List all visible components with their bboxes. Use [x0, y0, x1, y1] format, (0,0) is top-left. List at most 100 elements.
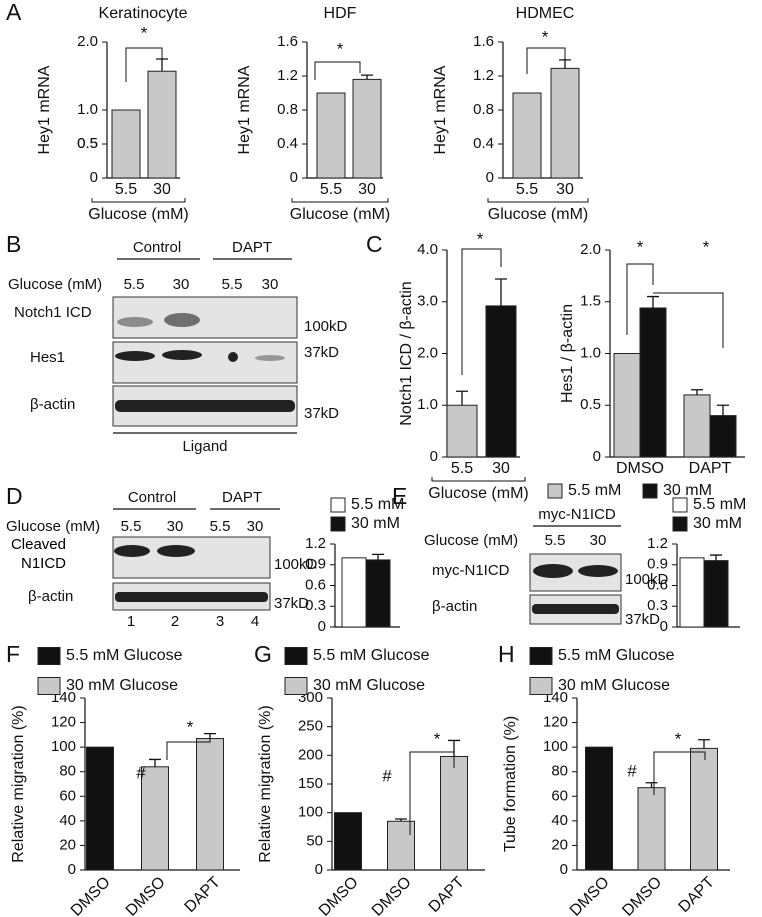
- y-tick-label: 50: [306, 832, 323, 849]
- lane-label: 5.5: [121, 518, 142, 535]
- x-tick-label: 5.5: [516, 181, 538, 198]
- bar: [196, 738, 224, 871]
- y-tick-label: 0.8: [473, 101, 494, 118]
- bar: [316, 92, 346, 179]
- y-tick-label: 0: [660, 618, 668, 635]
- x-tick-label: 30: [492, 460, 510, 477]
- y-axis-label: Relative migration (%): [10, 705, 27, 862]
- y-tick-label: 60: [59, 787, 76, 804]
- band: [164, 313, 200, 327]
- y-tick-label: 250: [298, 718, 323, 735]
- x-tick-label: DMSO: [616, 460, 664, 477]
- y-tick-label: 40: [59, 812, 76, 829]
- bar: [512, 92, 542, 179]
- bar: [440, 755, 468, 871]
- x-label-line: [431, 477, 526, 482]
- bar: [141, 766, 169, 871]
- lane-label: 30: [247, 518, 264, 535]
- error-bar: [204, 732, 216, 739]
- annotation: *: [675, 729, 682, 748]
- annotation: *: [337, 39, 344, 58]
- bar: [585, 746, 613, 871]
- y-tick-label: 0.6: [647, 576, 668, 593]
- legend-label: 30 mM Glucose: [558, 677, 670, 694]
- significance-bracket: [409, 751, 455, 835]
- annotation: *: [187, 717, 194, 736]
- chart-title: Keratinocyte: [99, 5, 188, 22]
- y-axis-label: Hey1 mRNA: [432, 65, 449, 154]
- error-bar: [361, 74, 373, 80]
- blot-d: Control DAPT Glucose (mM) 5.5 30 5.5 30 …: [6, 489, 318, 630]
- annotation: #: [136, 763, 146, 782]
- significance-bracket: [653, 292, 724, 348]
- panel-label: C: [366, 231, 383, 257]
- y-tick-label: 1.6: [277, 33, 298, 50]
- footer-label: Ligand: [182, 438, 227, 455]
- significance-bracket: [653, 751, 706, 795]
- bar: [111, 109, 141, 179]
- error-bar: [395, 818, 407, 822]
- panel-label: D: [6, 483, 23, 509]
- error-bar: [647, 295, 659, 308]
- legend-label: 30 mM Glucose: [313, 677, 425, 694]
- y-tick-label: 40: [551, 812, 568, 829]
- error-bar: [698, 739, 710, 749]
- chart-title: HDMEC: [516, 5, 575, 22]
- y-tick-label: 2.0: [580, 241, 601, 258]
- panel-label: F: [6, 641, 20, 667]
- y-tick-label: 80: [551, 763, 568, 780]
- blot: [112, 341, 298, 384]
- bar: [86, 746, 114, 871]
- x-label-line: [291, 198, 389, 203]
- error-bar: [456, 390, 468, 406]
- row-label: myc-N1ICD: [432, 562, 510, 579]
- y-tick-label: 100: [298, 804, 323, 821]
- lane-number: 4: [251, 613, 259, 630]
- lane-label: 5.5: [222, 276, 243, 293]
- y-tick-label: 0: [315, 861, 323, 878]
- band: [115, 351, 155, 361]
- legend-swatch: [672, 497, 688, 513]
- legend-swatch: [37, 677, 61, 695]
- marker-label: 37kD: [304, 344, 339, 361]
- panel-label: B: [6, 231, 21, 257]
- group-label: Control: [128, 489, 176, 506]
- y-tick-label: 0.6: [305, 576, 326, 593]
- x-tick-label: 30: [153, 181, 171, 198]
- y-axis-label: Hey1 mRNA: [36, 65, 53, 154]
- y-tick-label: 0.3: [647, 597, 668, 614]
- legend-swatch: [330, 516, 346, 532]
- y-tick-label: 80: [59, 763, 76, 780]
- legend-swatch: [672, 516, 688, 532]
- y-axis-label: Hes1 / β-actin: [559, 304, 576, 403]
- band: [117, 317, 153, 327]
- group-label: Control: [133, 239, 181, 256]
- x-tick-label: 5.5: [115, 181, 137, 198]
- y-tick-label: 0.8: [277, 101, 298, 118]
- lane-number: 3: [216, 613, 224, 630]
- blot: [112, 296, 298, 339]
- panel-label: E: [392, 483, 407, 509]
- significance-bracket: [166, 738, 211, 760]
- legend-swatch: [547, 483, 563, 499]
- legend-swatch: [529, 677, 553, 695]
- y-tick-label: 4.0: [417, 241, 438, 258]
- marker-label: 37kD: [274, 595, 309, 612]
- error-bar: [149, 758, 161, 767]
- marker-label: 100kD: [625, 571, 669, 588]
- row-label: β-actin: [30, 396, 75, 413]
- y-tick-label: 100: [51, 738, 76, 755]
- legend-label: 5.5 mM Glucose: [66, 647, 183, 664]
- error-bar: [710, 554, 722, 561]
- glucose-label: Glucose (mM): [424, 532, 518, 549]
- blot-b: Control DAPT Glucose (mM) 5.5 30 5.5 30 …: [8, 239, 348, 455]
- y-tick-label: 120: [51, 714, 76, 731]
- bar: [637, 787, 666, 871]
- error-bar: [691, 389, 703, 395]
- y-tick-label: 1.2: [647, 535, 668, 552]
- y-tick-label: 2.0: [77, 33, 98, 50]
- chart-title: HDF: [324, 5, 357, 22]
- y-tick-label: 0: [430, 448, 438, 465]
- error-bar: [495, 278, 507, 306]
